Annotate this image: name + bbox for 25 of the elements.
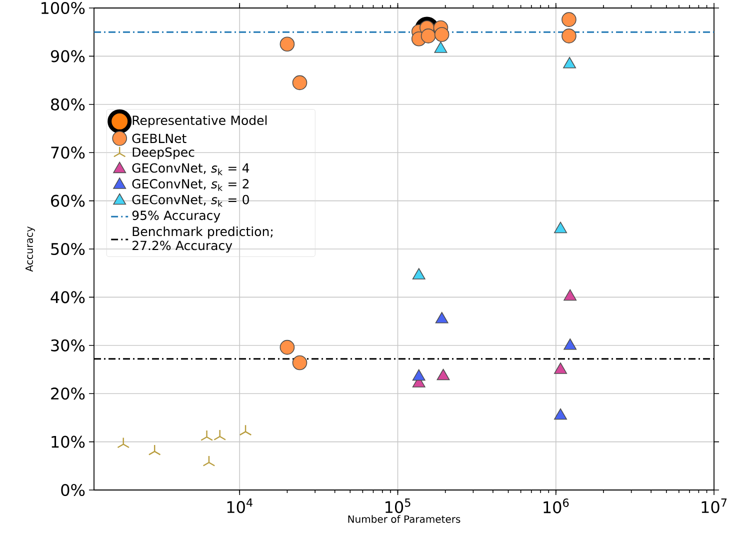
y-tick-label: 30% <box>51 339 85 352</box>
legend-label: DeepSpec <box>132 147 194 160</box>
legend-label: 95% Accuracy <box>132 210 220 223</box>
y-tick-label: 0% <box>61 484 85 496</box>
y-tick-label: 100% <box>42 2 85 14</box>
y-tick-label: 70% <box>51 146 85 159</box>
y-tick-label: 60% <box>51 194 85 207</box>
y-axis-title: Accuracy <box>26 226 35 272</box>
legend-label: Representative Model <box>132 115 267 128</box>
legend-label: GEConvNet, s$_{k}$ = 2 <box>132 179 249 191</box>
legend-label: GEConvNet, s$_{k}$ = 4 <box>132 163 250 176</box>
legend-label: Benchmark prediction; 27.2% Accuracy <box>132 226 272 253</box>
x-tick-label: 10$^{6}$ <box>544 498 569 514</box>
y-tick-label: 40% <box>50 291 85 304</box>
y-tick-label: 90% <box>50 50 85 62</box>
y-tick-label: 20% <box>51 388 85 400</box>
y-tick-label: 10% <box>52 436 85 448</box>
x-tick-label: 10$^{5}$ <box>386 498 410 514</box>
y-tick-label: 80% <box>51 98 85 110</box>
x-tick-label: 10$^{4}$ <box>227 498 252 514</box>
x-tick-label: 10$^{7}$ <box>702 498 727 514</box>
legend-label: GEConvNet, s$_{k}$ = 0 <box>132 194 249 207</box>
legend-label: GEBLNet <box>132 134 186 144</box>
y-tick-label: 50% <box>51 242 85 256</box>
x-axis-title: Number of Parameters <box>348 515 460 523</box>
